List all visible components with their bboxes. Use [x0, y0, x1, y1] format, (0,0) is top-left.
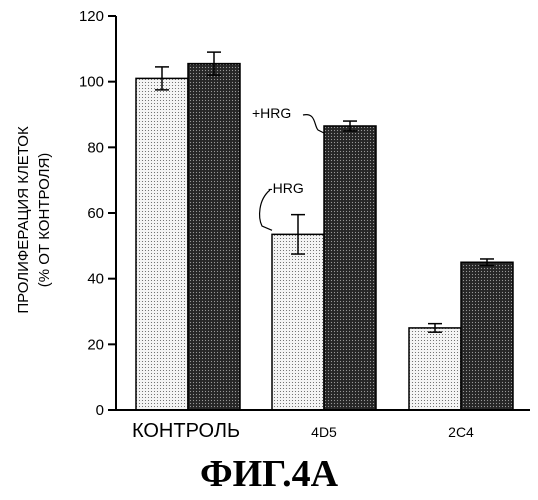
annotation-leader-minus-hrg: [260, 190, 272, 230]
y-axis-label: ПРОЛИФЕРАЦИЯ КЛЕТОК (% ОТ КОНТРОЛЯ): [15, 126, 53, 314]
y-tick-label: 80: [87, 139, 104, 156]
figure-caption: ФИГ.4А: [0, 452, 538, 496]
bar-minus-hrg-0: [136, 78, 188, 410]
bars: [136, 64, 513, 410]
y-tick-label: 60: [87, 205, 104, 222]
bar-chart: ПРОЛИФЕРАЦИЯ КЛЕТОК (% ОТ КОНТРОЛЯ) 0 20 4…: [0, 0, 538, 450]
annotation-plus-hrg: +HRG: [252, 105, 291, 121]
y-axis-ticks: 0 20 40 60 80 100 120: [79, 8, 116, 419]
y-tick-label: 100: [79, 74, 104, 91]
x-axis-labels: КОНТРОЛЬ 4D5 2C4: [132, 420, 474, 442]
bar-plus-hrg-2: [461, 262, 513, 410]
annotations: +HRG -HRG: [252, 105, 324, 230]
y-tick-label: 20: [87, 336, 104, 353]
y-tick-label: 0: [96, 402, 104, 419]
x-category-label: КОНТРОЛЬ: [132, 420, 240, 442]
y-axis-label-line2: (% ОТ КОНТРОЛЯ): [36, 153, 53, 288]
bar-plus-hrg-0: [188, 64, 240, 410]
annotation-leader-plus-hrg: [303, 115, 324, 133]
x-category-label: 4D5: [311, 424, 337, 440]
bar-plus-hrg-1: [324, 126, 376, 410]
y-tick-label: 40: [87, 271, 104, 288]
x-category-label: 2C4: [448, 424, 474, 440]
y-tick-label: 120: [79, 8, 104, 25]
annotation-minus-hrg: -HRG: [268, 180, 304, 196]
bar-minus-hrg-1: [272, 234, 324, 410]
bar-minus-hrg-2: [409, 328, 461, 410]
y-axis-label-line1: ПРОЛИФЕРАЦИЯ КЛЕТОК: [15, 126, 32, 314]
